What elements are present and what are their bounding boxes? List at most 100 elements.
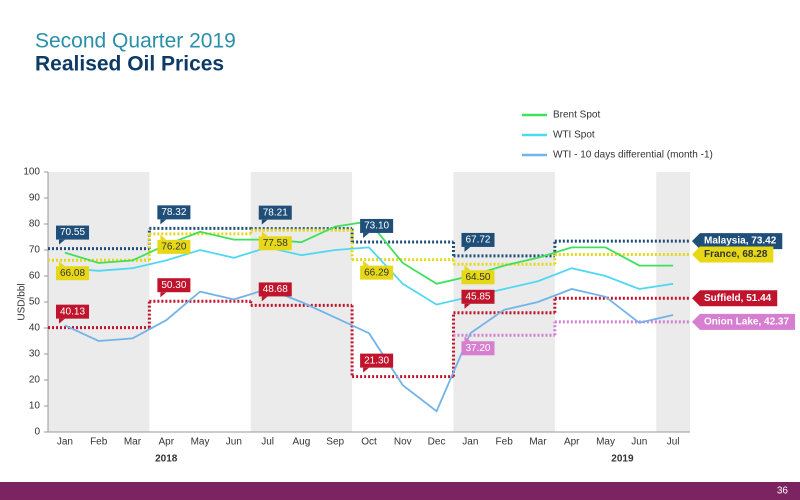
year-label: 2018 (155, 454, 178, 465)
callout-text: 21.30 (364, 355, 389, 366)
callout: 77.58 (258, 231, 292, 251)
callout-text: 40.13 (60, 306, 85, 317)
x-tick-label: Sep (326, 437, 344, 448)
y-tick-label: 40 (29, 323, 41, 334)
callout: 76.20 (157, 234, 191, 254)
callout-box (56, 266, 90, 281)
subtitle: Realised Oil Prices (35, 53, 224, 76)
year-label: 2019 (611, 454, 634, 465)
callout-box (461, 341, 495, 356)
price-line (64, 288, 674, 413)
callout-box (157, 278, 191, 293)
callout-box (258, 205, 292, 220)
callout: 50.30 (157, 278, 191, 298)
callout-box (461, 289, 495, 304)
x-tick-label: Mar (529, 437, 547, 448)
x-tick-label: Mar (124, 437, 142, 448)
callout-pointer (261, 231, 268, 237)
callout-text: 70.55 (60, 227, 85, 238)
callout-text: 64.50 (465, 272, 490, 283)
x-tick-label: Apr (158, 437, 174, 448)
callout-pointer (160, 292, 167, 298)
callout-box (56, 225, 90, 240)
callout: 66.29 (360, 260, 394, 280)
callout: 67.72 (461, 232, 495, 252)
y-tick-label: 60 (29, 271, 41, 282)
callout-pointer (464, 336, 471, 342)
title: Second Quarter 2019 (35, 30, 236, 53)
callout-box (258, 236, 292, 251)
callout-text: 66.29 (364, 267, 389, 278)
x-tick-label: Jul (261, 437, 274, 448)
callout-pointer (59, 261, 65, 267)
callout: 21.30 (360, 353, 394, 373)
callout-text: 48.68 (263, 284, 288, 295)
end-label-text: Suffield, 51.44 (704, 293, 772, 304)
callout-pointer (363, 232, 370, 238)
x-tick-label: Jul (667, 437, 680, 448)
legend-label: WTI Spot (553, 130, 595, 141)
callout-box (360, 353, 394, 368)
callout: 45.85 (461, 289, 495, 309)
x-tick-label: Feb (90, 437, 108, 448)
end-label: Suffield, 51.44 (692, 290, 778, 307)
x-tick-label: May (191, 437, 210, 448)
callout-text: 78.21 (263, 207, 288, 218)
y-tick-label: 100 (23, 167, 40, 178)
callout-box (461, 270, 495, 285)
y-tick-label: 80 (29, 219, 41, 230)
callout-pointer (363, 367, 370, 373)
x-tick-label: Nov (394, 437, 412, 448)
callout-pointer (464, 246, 471, 252)
callout: 48.68 (258, 282, 292, 302)
callout-pointer (363, 260, 370, 266)
callout-box (157, 205, 191, 220)
callout: 78.21 (258, 205, 292, 225)
callout-pointer (464, 265, 471, 271)
callout-box (258, 282, 292, 297)
callout-text: 73.10 (364, 221, 389, 232)
x-tick-label: Jan (462, 437, 478, 448)
x-tick-label: Dec (428, 437, 446, 448)
x-tick-label: Apr (564, 437, 580, 448)
callout-pointer (261, 296, 268, 302)
legend-label: Brent Spot (553, 110, 600, 121)
quarter-band (48, 172, 150, 432)
callout-text: 45.85 (465, 291, 490, 302)
end-label-box (692, 313, 796, 330)
end-label: Onion Lake, 42.37 (692, 313, 796, 330)
callout-text: 66.08 (60, 268, 85, 279)
end-label-box (692, 290, 778, 307)
y-tick-label: 50 (29, 297, 41, 308)
y-tick-label: 90 (29, 193, 41, 204)
callout-pointer (464, 303, 471, 309)
callout-box (360, 218, 394, 233)
end-label: France, 68.28 (692, 246, 774, 263)
end-label-text: France, 68.28 (704, 249, 768, 260)
callout-text: 78.32 (161, 207, 186, 218)
callout: 70.55 (56, 225, 90, 245)
callout-text: 37.20 (465, 343, 490, 354)
callout-box (157, 239, 191, 254)
x-tick-label: Aug (293, 437, 311, 448)
callout: 78.32 (157, 205, 191, 225)
y-tick-label: 70 (29, 245, 41, 256)
callout: 64.50 (461, 265, 495, 285)
x-tick-label: Jan (57, 437, 73, 448)
end-label: Malaysia, 73.42 (692, 233, 783, 250)
callout-text: 67.72 (465, 235, 490, 246)
callout: 66.08 (56, 261, 90, 281)
callout-text: 76.20 (161, 242, 186, 253)
y-axis-label: USD/bbl (17, 283, 28, 320)
x-tick-label: Oct (361, 437, 377, 448)
footer-bar (0, 482, 800, 500)
callout-pointer (59, 239, 65, 245)
callout-pointer (59, 318, 65, 324)
page-number: 36 (777, 486, 789, 497)
end-label-box (692, 246, 774, 263)
y-tick-label: 20 (29, 375, 41, 386)
callout-box (56, 304, 90, 319)
callout-pointer (160, 234, 167, 240)
end-label-box (692, 233, 783, 250)
